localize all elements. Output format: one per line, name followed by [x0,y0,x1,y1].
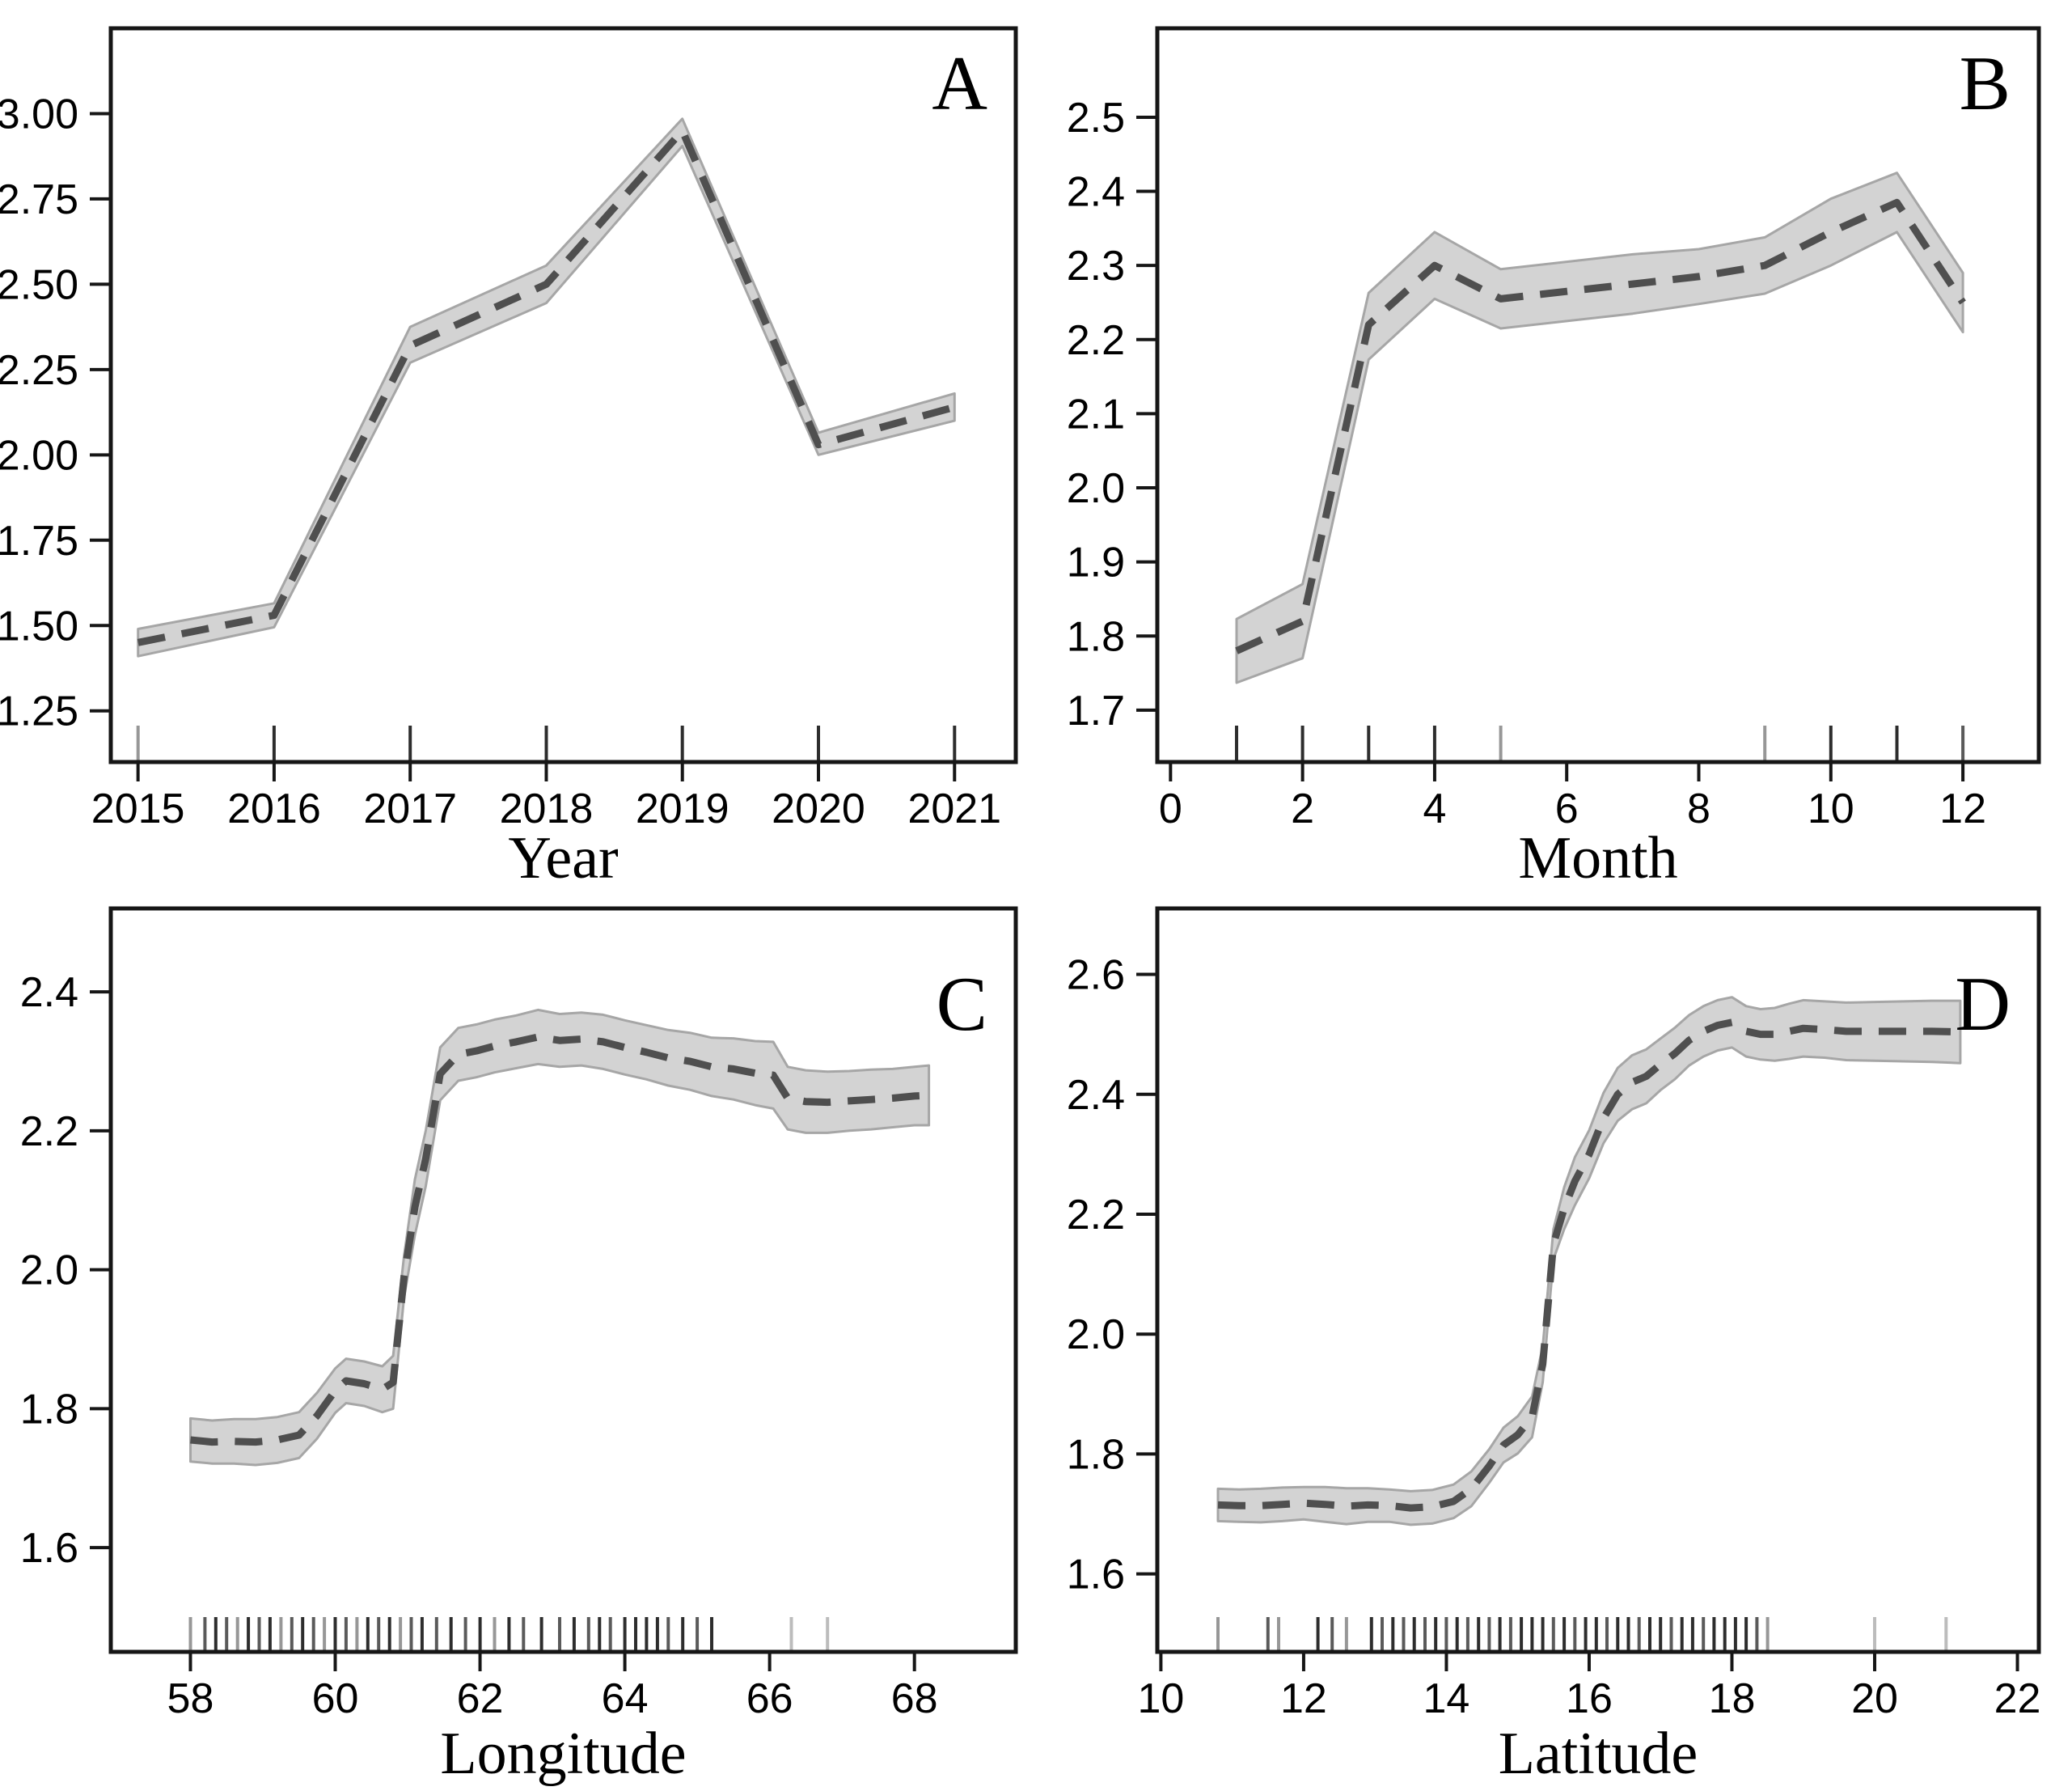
y-tick-label: 1.75 [0,518,78,565]
x-axis-title: Longitude [440,1721,686,1787]
y-tick-label: 2.25 [0,347,78,394]
y-tick-label: 1.50 [0,603,78,650]
panel-letter: D [1955,961,2011,1047]
panel-a-chart: 2015 2016 2017 2018 2019 2020 2021 1.25 1.50 1.75… [0,26,1018,891]
panel-d-chart: 10 12 14 16 18 20 22 1.6 1.8 2.0 2.2 2.4 2.6 Latitude… [1067,906,2041,1787]
y-tick-label: 2.00 [0,432,78,479]
x-tick-label: 16 [1566,1675,1613,1722]
y-tick-label: 2.2 [20,1108,78,1155]
panel-letter: C [937,961,987,1047]
x-tick-label: 2015 [91,785,185,832]
panel-letter: B [1960,40,2011,126]
x-tick-label: 18 [1709,1675,1756,1722]
y-tick-label: 2.3 [1067,243,1125,290]
y-tick-label: 2.6 [1067,952,1125,999]
y-tick-label: 2.0 [1067,1311,1125,1358]
x-tick-label: 2019 [636,785,729,832]
x-tick-label: 2016 [227,785,321,832]
smooth-line [190,1033,929,1446]
smooth-line [1235,198,1966,654]
y-tick-label: 2.50 [0,261,78,308]
panel-b-chart: 0 2 4 6 8 10 12 1.7 1.8 1.9 2.0 2.1 2.2 2.3 2.4 2.5 Mont… [1067,26,2041,891]
x-tick-label: 68 [891,1675,938,1722]
x-tick-label: 20 [1851,1675,1898,1722]
y-tick-label: 1.6 [20,1525,78,1572]
axis-frame [1155,906,2041,1654]
y-tick-label: 2.4 [1067,1072,1125,1119]
x-tick-label: 0 [1159,785,1182,832]
x-tick-label: 22 [1994,1675,2041,1722]
panel-b: 0 2 4 6 8 10 12 1.7 1.8 1.9 2.0 2.1 2.2 2.3 2.4 2.5 Mont… [1036,0,2072,896]
y-tick-label: 2.0 [1067,465,1125,512]
x-axis-title: Month [1518,825,1677,891]
y-tick-label: 1.8 [20,1386,78,1433]
panel-c-chart: 58 60 62 64 66 68 1.6 1.8 2.0 2.2 2.4 Longitude C [20,906,1018,1787]
y-tick-label: 1.25 [0,688,78,735]
y-tick-label: 2.1 [1067,391,1125,438]
x-tick-label: 2021 [907,785,1001,832]
panel-letter: A [932,40,987,126]
x-tick-label: 58 [167,1675,214,1722]
x-tick-label: 62 [457,1675,504,1722]
y-tick-label: 1.9 [1067,540,1125,586]
y-tick-label: 2.5 [1067,95,1125,142]
x-tick-label: 12 [1280,1675,1327,1722]
x-tick-label: 64 [602,1675,649,1722]
x-tick-label: 10 [1137,1675,1184,1722]
axis-frame [108,26,1018,764]
confidence-band [1216,996,1962,1526]
y-tick-label: 2.0 [20,1247,78,1294]
x-axis-title: Latitude [1499,1721,1698,1787]
x-tick-label: 60 [312,1675,359,1722]
y-tick-label: 1.8 [1067,613,1125,660]
y-tick-label: 2.4 [1067,169,1125,216]
x-tick-label: 14 [1423,1675,1470,1722]
x-tick-label: 2 [1291,785,1314,832]
axis-frame [1155,26,2041,764]
y-tick-label: 1.6 [1067,1552,1125,1598]
y-tick-label: 1.7 [1067,688,1125,735]
panel-c: 58 60 62 64 66 68 1.6 1.8 2.0 2.2 2.4 Longitude C [0,896,1036,1791]
panel-a: 2015 2016 2017 2018 2019 2020 2021 1.25 1.50 1.75… [0,0,1036,896]
x-tick-label: 6 [1555,785,1579,832]
x-tick-label: 4 [1423,785,1446,832]
x-axis-title: Year [508,825,618,891]
smooth-line [137,127,956,646]
confidence-band [137,117,956,658]
panel-d: 10 12 14 16 18 20 22 1.6 1.8 2.0 2.2 2.4 2.6 Latitude… [1036,896,2072,1791]
x-tick-label: 2018 [500,785,594,832]
y-tick-label: 3.00 [0,91,78,138]
y-tick-label: 2.75 [0,176,78,223]
x-tick-label: 12 [1939,785,1986,832]
y-tick-label: 2.4 [20,969,78,1016]
x-tick-label: 10 [1808,785,1854,832]
x-tick-label: 66 [746,1675,793,1722]
x-tick-label: 8 [1687,785,1710,832]
x-tick-label: 2020 [772,785,865,832]
confidence-band [1235,171,1964,684]
confidence-band [189,1008,931,1467]
x-tick-label: 2017 [363,785,457,832]
y-tick-label: 2.2 [1067,1192,1125,1238]
y-tick-label: 2.2 [1067,317,1125,364]
y-tick-label: 1.8 [1067,1431,1125,1478]
smooth-line [1217,1018,1961,1512]
axis-frame [108,906,1018,1654]
